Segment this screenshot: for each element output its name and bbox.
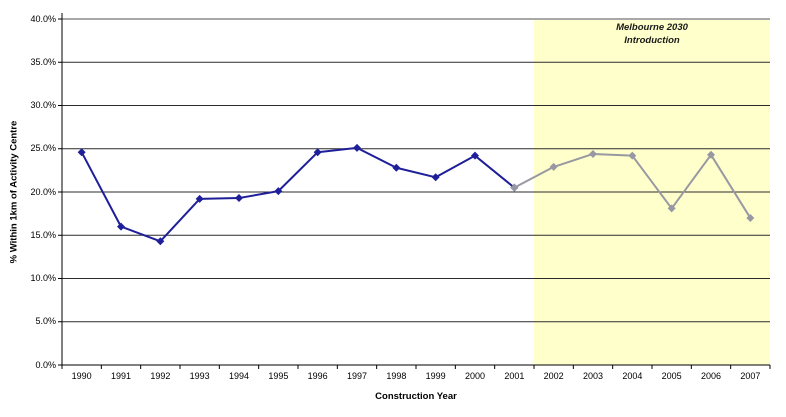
x-tick-label: 2000 <box>464 371 486 381</box>
x-tick-label: 1993 <box>189 371 210 381</box>
data-point-2002 <box>549 162 558 171</box>
x-tick-label: 1992 <box>150 371 171 381</box>
x-tick-label: 2001 <box>504 371 525 381</box>
y-tick-label: 15.0% <box>30 229 56 240</box>
band-annotation: Melbourne 2030 Introduction <box>572 21 732 47</box>
data-point-2000 <box>471 151 479 160</box>
y-tick-label: 5.0% <box>35 316 56 327</box>
data-point-1990 <box>77 148 86 157</box>
x-tick-label: 1999 <box>425 371 446 381</box>
data-point-1995 <box>274 187 283 196</box>
data-point-1996 <box>313 148 322 157</box>
x-tick-label: 1990 <box>71 371 92 381</box>
x-tick-label: 2002 <box>543 371 564 381</box>
x-tick-label: 1997 <box>346 371 368 381</box>
x-tick-label: 2005 <box>661 371 682 381</box>
series-line-blue-series <box>80 146 515 243</box>
x-tick-label: 1991 <box>110 371 132 381</box>
x-tick-label: 1995 <box>268 371 289 381</box>
data-point-1997 <box>353 143 361 152</box>
x-tick-label: 1994 <box>228 371 250 381</box>
x-tick-label: 2004 <box>622 371 643 381</box>
y-tick-label: 35.0% <box>30 56 56 67</box>
x-tick-label: 2003 <box>582 371 604 381</box>
data-point-1992 <box>156 237 165 246</box>
data-point-2005 <box>667 204 676 213</box>
data-point-2007 <box>746 213 755 222</box>
x-tick-label: 2006 <box>700 371 722 381</box>
x-tick-label: 2007 <box>740 371 761 381</box>
y-tick-label: 20.0% <box>30 186 56 197</box>
y-tick-label: 10.0% <box>30 273 56 283</box>
y-tick-label: 40.0% <box>30 13 56 24</box>
band-annotation-line1: Melbourne 2030 <box>616 22 688 33</box>
x-axis-title: Construction Year <box>375 391 457 402</box>
y-tick-label: 25.0% <box>30 143 56 154</box>
band-annotation-line2: Introduction <box>624 35 680 46</box>
x-tick-label: 1998 <box>386 371 407 381</box>
data-point-2006 <box>707 150 715 159</box>
data-point-2004 <box>628 151 637 160</box>
x-tick-label: 1996 <box>307 371 328 381</box>
data-point-2003 <box>589 149 597 158</box>
data-point-1994 <box>235 194 243 203</box>
y-tick-label: 30.0% <box>30 100 56 110</box>
data-point-2001 <box>510 183 519 192</box>
data-point-1999 <box>431 173 440 182</box>
y-tick-label: 0.0% <box>35 359 56 370</box>
data-point-1993 <box>195 194 204 203</box>
data-point-1991 <box>117 222 125 231</box>
data-point-1998 <box>392 163 401 172</box>
